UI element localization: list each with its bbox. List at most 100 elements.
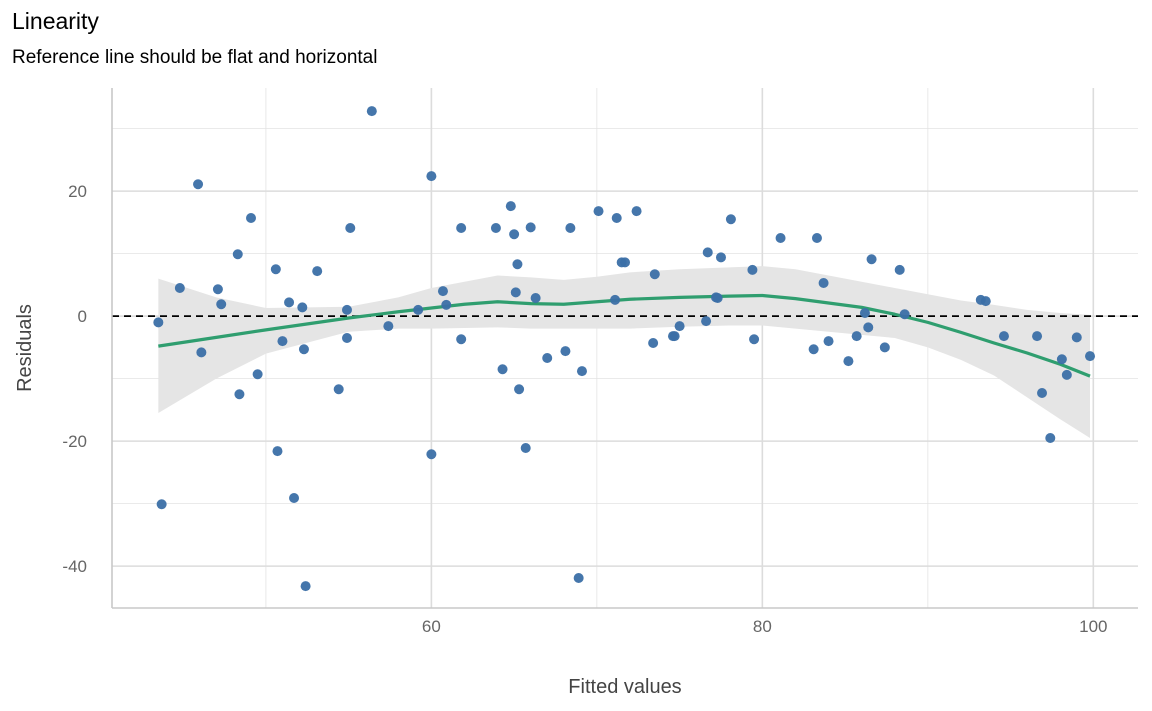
- chart-title: Linearity: [12, 8, 99, 34]
- data-point: [174, 283, 185, 293]
- data-point: [345, 223, 356, 233]
- data-point: [701, 316, 712, 327]
- data-point: [702, 247, 713, 258]
- data-point: [859, 308, 870, 318]
- data-point: [413, 304, 424, 315]
- data-point: [456, 223, 467, 233]
- data-point: [823, 336, 834, 347]
- data-points: [153, 106, 1096, 592]
- y-tick-label: 20: [68, 182, 87, 201]
- data-point: [510, 287, 521, 298]
- data-point: [611, 213, 622, 223]
- smooth-line: [158, 293, 1091, 378]
- data-point: [610, 294, 621, 305]
- confidence-band: [158, 266, 1091, 438]
- data-point: [289, 493, 300, 503]
- x-axis-label: Fitted values: [568, 676, 681, 698]
- data-point: [749, 334, 760, 345]
- data-point: [1037, 388, 1048, 398]
- data-point: [270, 264, 281, 275]
- data-point: [576, 366, 587, 377]
- data-point: [234, 389, 245, 400]
- data-point: [426, 171, 437, 182]
- x-tick-label: 100: [1079, 617, 1107, 636]
- data-point: [1032, 331, 1043, 342]
- data-point: [530, 293, 541, 303]
- axes: [111, 88, 1138, 609]
- data-point: [216, 299, 227, 310]
- data-point: [811, 233, 822, 243]
- data-point: [426, 449, 437, 460]
- data-point: [542, 353, 553, 363]
- data-point: [1045, 433, 1056, 443]
- data-point: [312, 266, 323, 277]
- data-point: [252, 369, 263, 380]
- confidence-band-area: [158, 266, 1091, 438]
- y-tick-label: 0: [78, 307, 87, 326]
- data-point: [156, 499, 167, 510]
- data-point: [808, 344, 819, 355]
- data-point: [366, 106, 377, 117]
- data-point: [649, 269, 660, 280]
- data-point: [866, 254, 877, 265]
- data-point: [1085, 351, 1096, 362]
- data-point: [648, 338, 659, 348]
- data-point: [272, 446, 283, 457]
- data-point: [505, 201, 516, 212]
- data-point: [879, 342, 890, 353]
- data-point: [341, 304, 352, 315]
- data-point: [284, 297, 295, 308]
- data-point: [383, 321, 394, 332]
- chart-subtitle: Reference line should be flat and horizo…: [12, 47, 378, 68]
- y-tick-label: -20: [62, 432, 87, 451]
- data-point: [631, 206, 642, 217]
- data-point: [341, 333, 352, 343]
- data-point: [1071, 332, 1082, 343]
- data-point: [193, 179, 204, 190]
- data-point: [712, 293, 723, 303]
- data-point: [573, 573, 584, 583]
- y-tick-label: -40: [62, 557, 87, 576]
- data-point: [899, 309, 910, 320]
- y-axis-label: Residuals: [14, 304, 36, 392]
- data-point: [277, 336, 288, 347]
- data-point: [1061, 369, 1072, 380]
- data-point: [747, 264, 758, 275]
- data-point: [1056, 354, 1067, 365]
- data-point: [669, 331, 680, 342]
- data-point: [232, 249, 243, 260]
- data-point: [980, 296, 991, 307]
- data-point: [851, 331, 862, 342]
- data-point: [560, 346, 571, 357]
- data-point: [620, 257, 630, 268]
- data-point: [514, 384, 525, 395]
- data-point: [863, 322, 874, 333]
- data-point: [525, 222, 536, 233]
- data-point: [441, 299, 452, 310]
- data-point: [153, 317, 164, 328]
- data-point: [246, 213, 257, 223]
- data-point: [497, 364, 508, 375]
- data-point: [297, 302, 308, 313]
- data-point: [437, 286, 448, 297]
- data-point: [509, 229, 520, 240]
- data-point: [300, 581, 311, 592]
- data-point: [520, 443, 531, 453]
- data-point: [894, 264, 905, 275]
- data-point: [775, 233, 786, 243]
- data-point: [843, 356, 854, 367]
- data-point: [565, 223, 576, 233]
- data-point: [512, 259, 523, 270]
- x-tick-label: 60: [422, 617, 441, 636]
- data-point: [715, 252, 726, 263]
- data-point: [998, 331, 1009, 342]
- data-point: [593, 206, 604, 217]
- data-point: [212, 284, 223, 295]
- loess-smooth-line: [158, 293, 1091, 378]
- data-point: [674, 321, 685, 332]
- data-point: [196, 347, 207, 358]
- x-tick-label: 80: [753, 617, 772, 636]
- data-point: [818, 278, 829, 288]
